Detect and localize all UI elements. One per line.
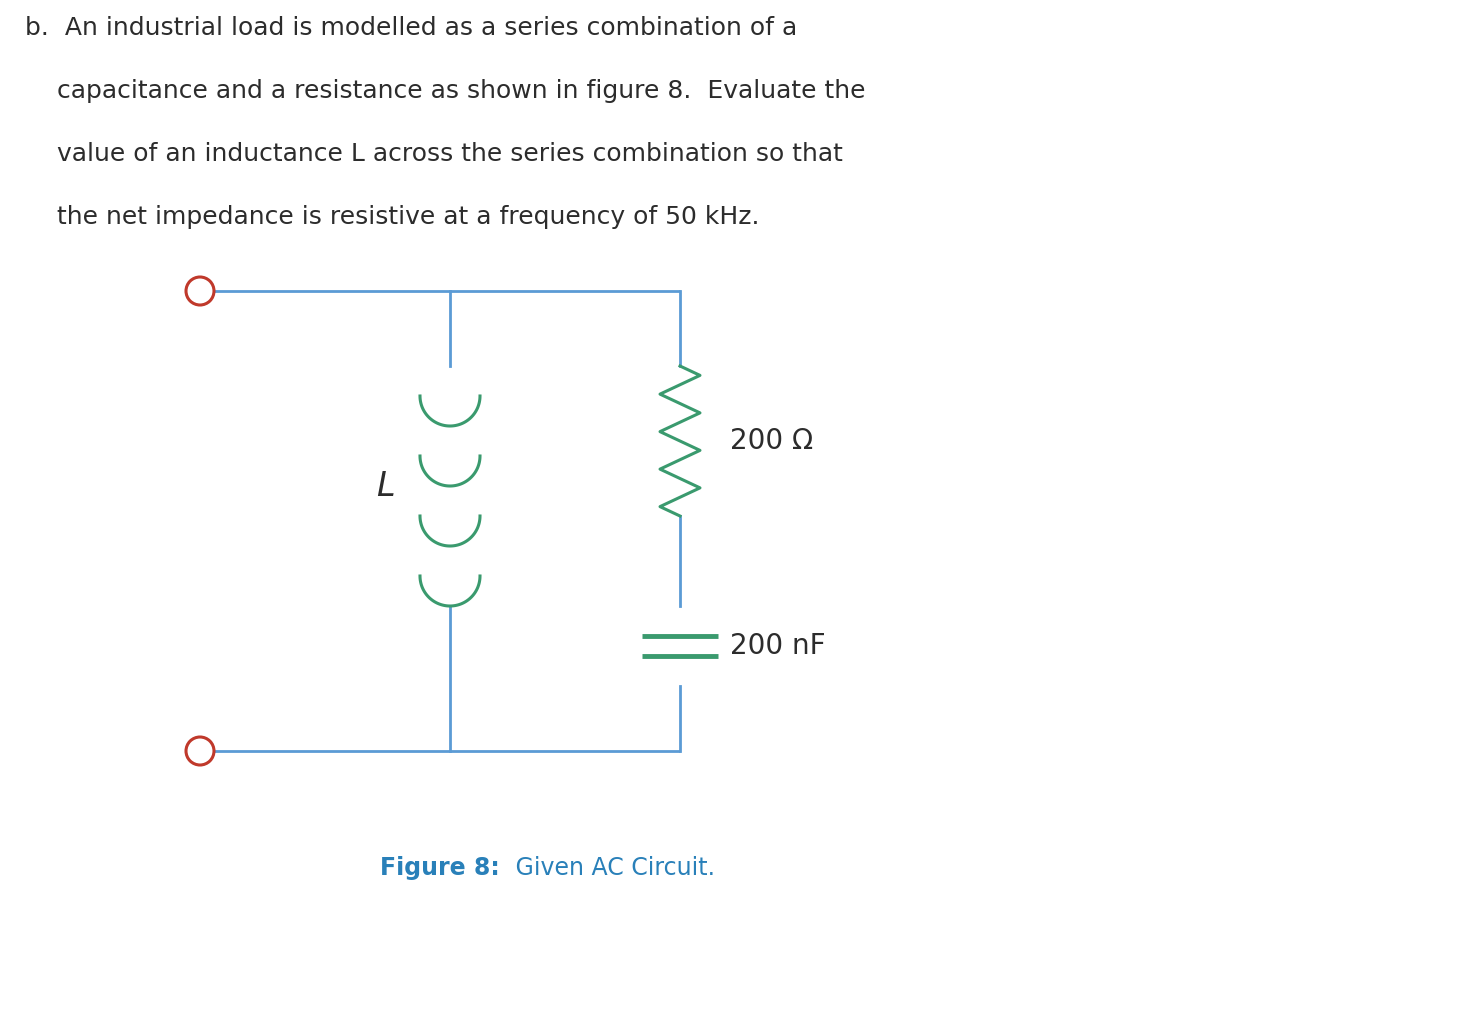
Text: Given AC Circuit.: Given AC Circuit.	[508, 856, 715, 880]
Text: 200 nF: 200 nF	[730, 632, 826, 660]
Text: Figure 8:: Figure 8:	[380, 856, 499, 880]
Text: the net impedance is resistive at a frequency of 50 kHz.: the net impedance is resistive at a freq…	[25, 205, 759, 229]
Text: L: L	[376, 470, 394, 502]
Text: capacitance and a resistance as shown in figure 8.  Evaluate the: capacitance and a resistance as shown in…	[25, 79, 865, 103]
Text: b.  An industrial load is modelled as a series combination of a: b. An industrial load is modelled as a s…	[25, 16, 798, 40]
Text: 200 Ω: 200 Ω	[730, 427, 814, 455]
Text: value of an inductance L across the series combination so that: value of an inductance L across the seri…	[25, 142, 843, 166]
